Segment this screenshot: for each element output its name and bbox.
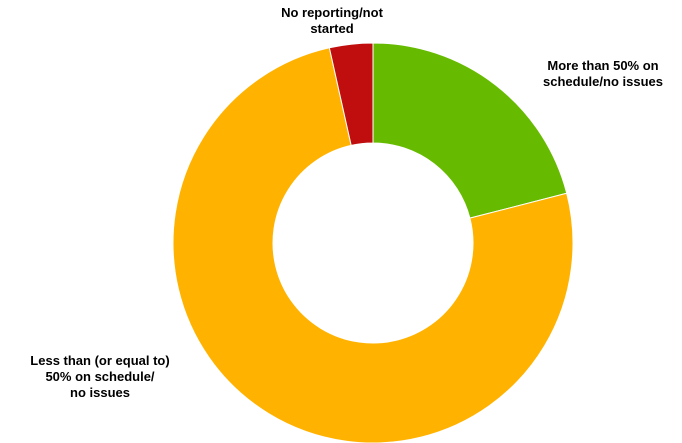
label-more-than-50: More than 50% on schedule/no issues (543, 58, 663, 89)
slice-less-than-50 (172, 47, 574, 443)
slice-no-reporting (328, 42, 374, 147)
slice-more-than-50 (372, 42, 568, 219)
label-no-reporting: No reporting/not started (281, 5, 383, 36)
label-less-than-50: Less than (or equal to) 50% on schedule/… (30, 353, 170, 400)
